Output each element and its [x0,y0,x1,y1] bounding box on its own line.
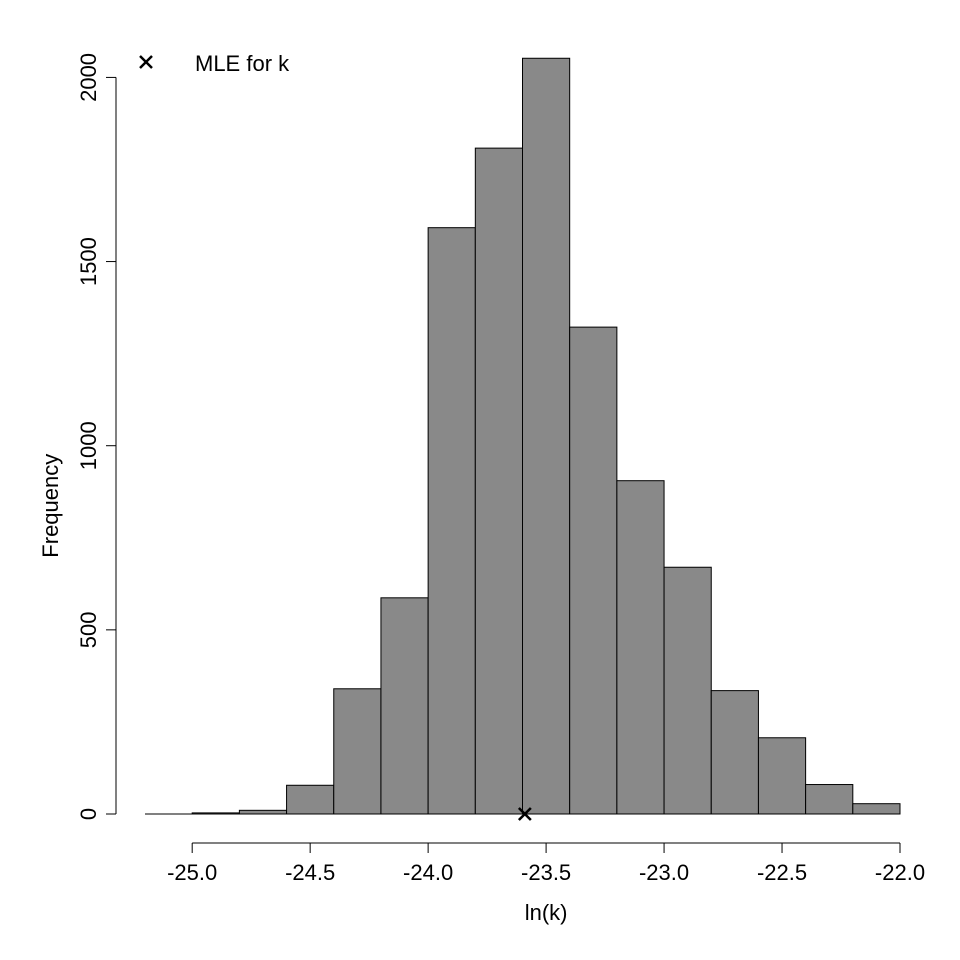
x-axis-title: ln(k) [525,900,568,925]
y-axis: 0 500 1000 1500 2000 [76,53,117,820]
x-tick-label: -23.0 [639,860,689,885]
x-axis: -25.0 -24.5 -24.0 -23.5 -23.0 -22.5 -22.0 [167,842,925,885]
histogram-bar [616,480,665,815]
x-tick-label: -24.5 [285,860,335,885]
y-tick-label: 1000 [76,421,101,470]
legend-label: MLE for k [195,51,290,76]
histogram-bar [805,784,854,815]
legend-x-marker-icon [139,55,153,69]
legend-x-marker [139,55,153,69]
histogram-bar [757,737,807,815]
y-tick-label: 0 [76,808,101,820]
mle-x-marker-icon [517,807,532,821]
mle-markers [517,807,532,821]
y-tick-label: 500 [76,611,101,648]
x-tick-label: -22.5 [757,860,807,885]
x-tick-label: -24.0 [403,860,453,885]
histogram-bar [710,690,759,815]
x-tick-label: -22.0 [875,860,925,885]
legend: MLE for k [139,51,290,76]
histogram-bar [191,812,240,815]
histogram-bar [427,227,476,815]
histogram-bar [286,784,335,815]
y-tick-label: 1500 [76,237,101,286]
histogram-bars [145,57,901,815]
histogram-bar [522,57,571,815]
x-tick-label: -23.5 [521,860,571,885]
y-axis-title: Frequency [38,454,63,558]
histogram-bar [663,566,712,815]
histogram-bar [852,803,901,815]
histogram-bar [333,688,382,815]
histogram-bar [380,597,429,815]
histogram-bar [474,147,523,815]
x-tick-label: -25.0 [167,860,217,885]
histogram-bar [238,809,288,815]
histogram-bar [569,326,618,815]
y-tick-label: 2000 [76,53,101,102]
